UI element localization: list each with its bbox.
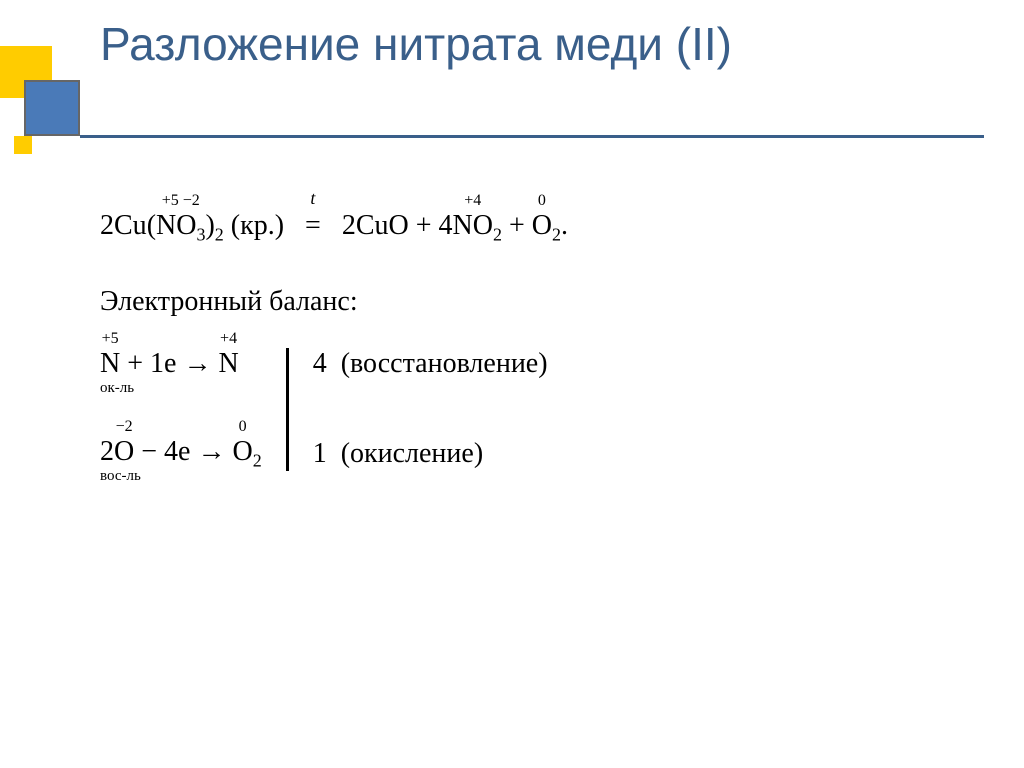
charge-no2: +4 xyxy=(464,192,481,210)
balance-result-2: 1 (окисление) xyxy=(313,438,548,470)
dot: . xyxy=(561,210,568,241)
charge-no3: +5 −2 xyxy=(162,192,200,210)
equals-sign: t= xyxy=(305,210,321,242)
chemical-equation: 2Cu+5 −2(NO3)2 (кр.) t= 2CuO + 4+4NO2 + … xyxy=(100,210,984,246)
decor-square-yellow-small xyxy=(14,136,32,154)
species-o2: 0O xyxy=(532,210,552,242)
electron-balance: +5N + 1e → +4N ок-ль 2−2O − 4e → 0O2 вос… xyxy=(100,348,984,472)
balance-result-1: 4 (восстановление) xyxy=(313,348,548,380)
coef: 2 xyxy=(100,210,114,241)
coef: 4 xyxy=(439,210,453,241)
coef: 2 xyxy=(342,210,356,241)
title-underline xyxy=(80,135,984,138)
species-cu: Cu xyxy=(114,210,147,242)
state: (кр.) xyxy=(231,210,284,241)
balance-right-column: 4 (восстановление) 1 (окисление) xyxy=(289,348,548,472)
species-no2: +4NO xyxy=(453,210,493,242)
plus: + xyxy=(416,210,432,241)
slide-title: Разложение нитрата меди (II) xyxy=(100,18,732,71)
note-oxidizer: ок-ль xyxy=(100,380,134,397)
species-cuo: CuO xyxy=(356,210,409,241)
plus: + xyxy=(509,210,525,241)
decor-square-blue xyxy=(24,80,80,136)
temp-marker: t xyxy=(310,188,315,209)
species-no3: +5 −2(NO3) xyxy=(147,210,215,246)
note-reducer: вос-ль xyxy=(100,468,141,485)
slide-content: 2Cu+5 −2(NO3)2 (кр.) t= 2CuO + 4+4NO2 + … xyxy=(100,200,984,471)
charge-o2: 0 xyxy=(538,192,546,210)
balance-row-1: +5N + 1e → +4N ок-ль xyxy=(100,348,262,380)
balance-left-column: +5N + 1e → +4N ок-ль 2−2O − 4e → 0O2 вос… xyxy=(100,348,286,472)
balance-label: Электронный баланс: xyxy=(100,286,984,318)
balance-row-2: 2−2O − 4e → 0O2 вос-ль xyxy=(100,436,262,472)
